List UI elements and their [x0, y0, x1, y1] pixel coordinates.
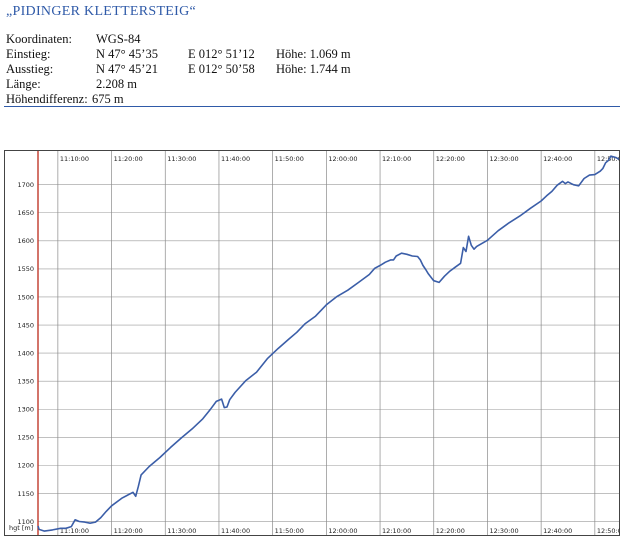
x-tick-label-bottom: 12:20:00 [436, 527, 465, 535]
y-tick-label: 1600 [17, 237, 34, 245]
x-tick-label-bottom: 12:30:00 [489, 527, 518, 535]
elevation-chart: 1100 1150 1200 1250 1300 1350 1400 1450 1500 1550… [4, 150, 620, 536]
y-tick-label: 1100 [17, 518, 34, 526]
x-tick-label-top: 12:10:00 [382, 155, 411, 163]
x-tick-label-bottom: 11:20:00 [114, 527, 143, 535]
end-label: Ausstieg: [6, 62, 54, 76]
end-height: Höhe: 1.744 m [276, 62, 351, 76]
y-tick-label: 1650 [17, 209, 34, 217]
header-divider [4, 106, 620, 107]
length-value: 2.208 m [96, 77, 137, 91]
x-tick-label-top: 11:10:00 [60, 155, 89, 163]
x-tick-label-bottom: 12:40:00 [543, 527, 572, 535]
start-height: Höhe: 1.069 m [276, 47, 351, 61]
length-label: Länge: [6, 77, 41, 91]
y-tick-label: 1700 [17, 181, 34, 189]
y-tick-label: 1150 [17, 490, 34, 498]
x-tick-label-bottom: 11:10:00 [60, 527, 89, 535]
y-tick-label: 1500 [17, 293, 34, 301]
x-tick-label-top: 11:40:00 [221, 155, 250, 163]
x-tick-label-bottom: 11:40:00 [221, 527, 250, 535]
x-tick-label-top: 11:30:00 [167, 155, 196, 163]
x-tick-label-top: 11:50:00 [275, 155, 304, 163]
y-axis-label: hgt [m] [9, 524, 33, 532]
coordinates-label: Koordinaten: [6, 32, 72, 46]
end-east: E 012° 50’58 [188, 62, 255, 76]
y-tick-label: 1300 [17, 406, 34, 414]
chart-frame [4, 150, 620, 536]
coordinates-value: WGS-84 [96, 32, 141, 46]
y-tick-label: 1350 [17, 377, 34, 385]
y-tick-label: 1400 [17, 349, 34, 357]
start-label: Einstieg: [6, 47, 51, 61]
start-east: E 012° 51’12 [188, 47, 255, 61]
elevation-series-line [37, 155, 620, 532]
x-tick-label-bottom: 11:30:00 [167, 527, 196, 535]
x-tick-label-bottom: 12:50:00 [597, 527, 620, 535]
x-tick-label-bottom: 11:50:00 [275, 527, 304, 535]
x-tick-label-top: 12:00:00 [328, 155, 357, 163]
x-tick-label-top: 12:40:00 [543, 155, 572, 163]
y-tick-label: 1250 [17, 434, 34, 442]
start-north: N 47° 45’35 [96, 47, 158, 61]
height-diff-label: Höhendifferenz: [6, 92, 88, 106]
end-north: N 47° 45’21 [96, 62, 158, 76]
y-tick-label: 1550 [17, 265, 34, 273]
x-tick-label-top: 12:30:00 [489, 155, 518, 163]
height-diff-value: 675 m [92, 92, 124, 106]
x-tick-label-bottom: 12:10:00 [382, 527, 411, 535]
y-tick-label: 1200 [17, 462, 34, 470]
route-title: „PIDINGER KLETTERSTEIG“ [6, 4, 197, 19]
x-tick-label-top: 11:20:00 [114, 155, 143, 163]
x-tick-label-bottom: 12:00:00 [328, 527, 357, 535]
y-tick-label: 1450 [17, 321, 34, 329]
x-tick-label-top: 12:20:00 [436, 155, 465, 163]
